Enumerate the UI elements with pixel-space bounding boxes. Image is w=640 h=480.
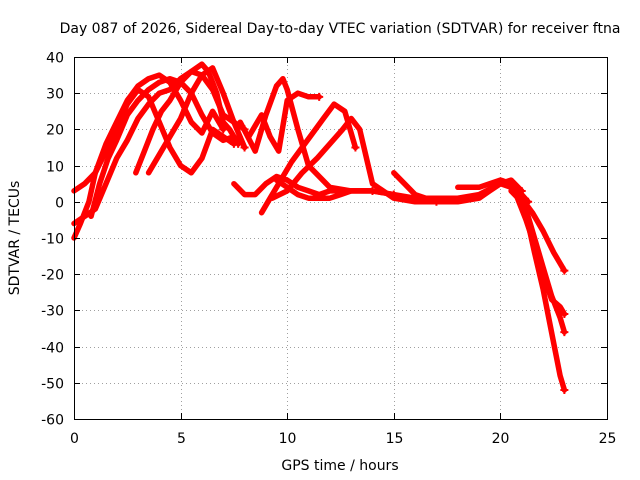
series-sat-a xyxy=(71,86,237,194)
y-tick-label: 0 xyxy=(55,196,64,212)
series-sat-e xyxy=(133,61,241,176)
y-tick-label: -30 xyxy=(41,304,64,320)
y-tick-label: 30 xyxy=(46,87,64,103)
series-sat-k xyxy=(269,115,440,205)
series-end-marker xyxy=(560,328,569,337)
data-series xyxy=(71,61,569,395)
y-tick-label: -20 xyxy=(41,268,64,284)
y-tick-label: -50 xyxy=(41,377,64,393)
x-tick-label: 25 xyxy=(599,431,617,447)
series-sat-d xyxy=(88,75,237,220)
x-tick-label: 0 xyxy=(70,431,79,447)
series-end-marker xyxy=(560,266,569,275)
y-tick-label: 40 xyxy=(46,51,64,67)
series-end-marker xyxy=(560,310,569,319)
series-sat-i xyxy=(246,90,322,154)
x-tick-label: 10 xyxy=(279,431,297,447)
series-end-marker xyxy=(560,386,569,395)
y-axis-label: SDTVAR / TECUs xyxy=(7,181,23,296)
y-tick-label: 10 xyxy=(46,160,64,176)
series-sat-q xyxy=(514,195,568,317)
y-tick-label: 20 xyxy=(46,123,64,139)
y-tick-label: -60 xyxy=(41,413,64,429)
series-end-marker xyxy=(219,125,228,134)
grid xyxy=(74,57,607,419)
series-sat-b xyxy=(71,72,226,241)
series-sat-f xyxy=(145,65,248,176)
x-tick-label: 20 xyxy=(492,431,510,447)
axis-ticks: 0 5 10 15 20 25 -60 -50 -40 -30 -20 -10 0 10 20 30 40 xyxy=(41,51,616,448)
series-end-marker xyxy=(351,143,360,152)
series-end-marker xyxy=(240,143,249,152)
x-tick-label: 15 xyxy=(386,431,404,447)
x-axis-label: GPS time / hours xyxy=(281,458,398,474)
x-tick-label: 5 xyxy=(177,431,186,447)
series-sat-j xyxy=(258,101,359,216)
y-tick-label: -40 xyxy=(41,341,64,357)
y-tick-label: -10 xyxy=(41,232,64,248)
series-end-marker xyxy=(315,92,324,101)
chart-title: Day 087 of 2026, Sidereal Day-to-day VTE… xyxy=(60,21,621,37)
